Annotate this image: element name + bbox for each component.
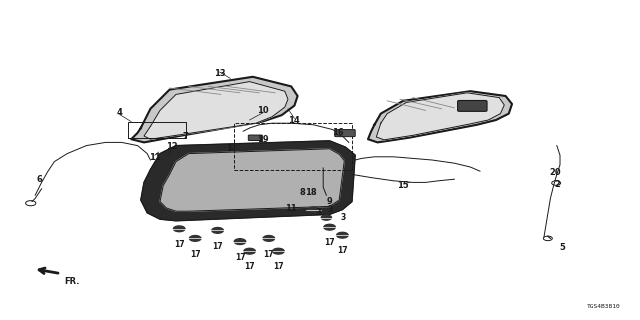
Circle shape: [273, 248, 284, 254]
Text: 19: 19: [257, 135, 268, 144]
Polygon shape: [368, 91, 512, 142]
Circle shape: [234, 239, 246, 244]
Polygon shape: [376, 93, 504, 140]
Polygon shape: [131, 77, 298, 142]
Circle shape: [244, 248, 255, 254]
Text: 17: 17: [337, 246, 348, 255]
Text: 17: 17: [324, 238, 335, 247]
Circle shape: [212, 228, 223, 233]
Text: 17: 17: [244, 262, 255, 271]
Text: 11: 11: [149, 153, 161, 162]
Text: 3: 3: [316, 208, 321, 217]
Text: 17: 17: [235, 253, 245, 262]
Circle shape: [337, 232, 348, 238]
Circle shape: [263, 236, 275, 241]
FancyBboxPatch shape: [248, 135, 262, 140]
Text: 2: 2: [554, 180, 561, 188]
Text: 14: 14: [289, 116, 300, 124]
Text: 17: 17: [264, 250, 274, 259]
Circle shape: [173, 226, 185, 232]
Text: 20: 20: [550, 168, 561, 177]
Text: 5: 5: [559, 244, 565, 252]
FancyBboxPatch shape: [458, 100, 487, 111]
Text: 6: 6: [36, 175, 43, 184]
Text: 11: 11: [285, 204, 297, 213]
Text: 4: 4: [116, 108, 123, 117]
Text: FR.: FR.: [64, 277, 79, 286]
Polygon shape: [160, 149, 344, 211]
Text: 7: 7: [183, 132, 188, 141]
Text: 10: 10: [257, 106, 269, 115]
Circle shape: [324, 224, 335, 230]
FancyBboxPatch shape: [335, 130, 355, 137]
Text: 3: 3: [340, 213, 346, 222]
Text: 17: 17: [212, 242, 223, 251]
Text: 9: 9: [327, 197, 332, 206]
Polygon shape: [141, 141, 355, 221]
Text: 3: 3: [328, 205, 333, 214]
Text: TGS4B3810: TGS4B3810: [587, 304, 621, 309]
Text: 17: 17: [190, 250, 200, 259]
Bar: [234, 123, 352, 170]
Polygon shape: [144, 82, 288, 139]
Text: 13: 13: [214, 69, 225, 78]
Circle shape: [308, 207, 319, 212]
Text: 8: 8: [300, 188, 305, 197]
Text: 17: 17: [174, 240, 184, 249]
Circle shape: [321, 215, 332, 220]
Text: 1: 1: [226, 144, 232, 153]
Text: 18: 18: [305, 188, 316, 197]
Text: 17: 17: [273, 262, 284, 271]
Text: 12: 12: [166, 142, 177, 151]
Text: 16: 16: [332, 128, 344, 137]
Text: 15: 15: [397, 181, 409, 190]
Circle shape: [189, 236, 201, 241]
